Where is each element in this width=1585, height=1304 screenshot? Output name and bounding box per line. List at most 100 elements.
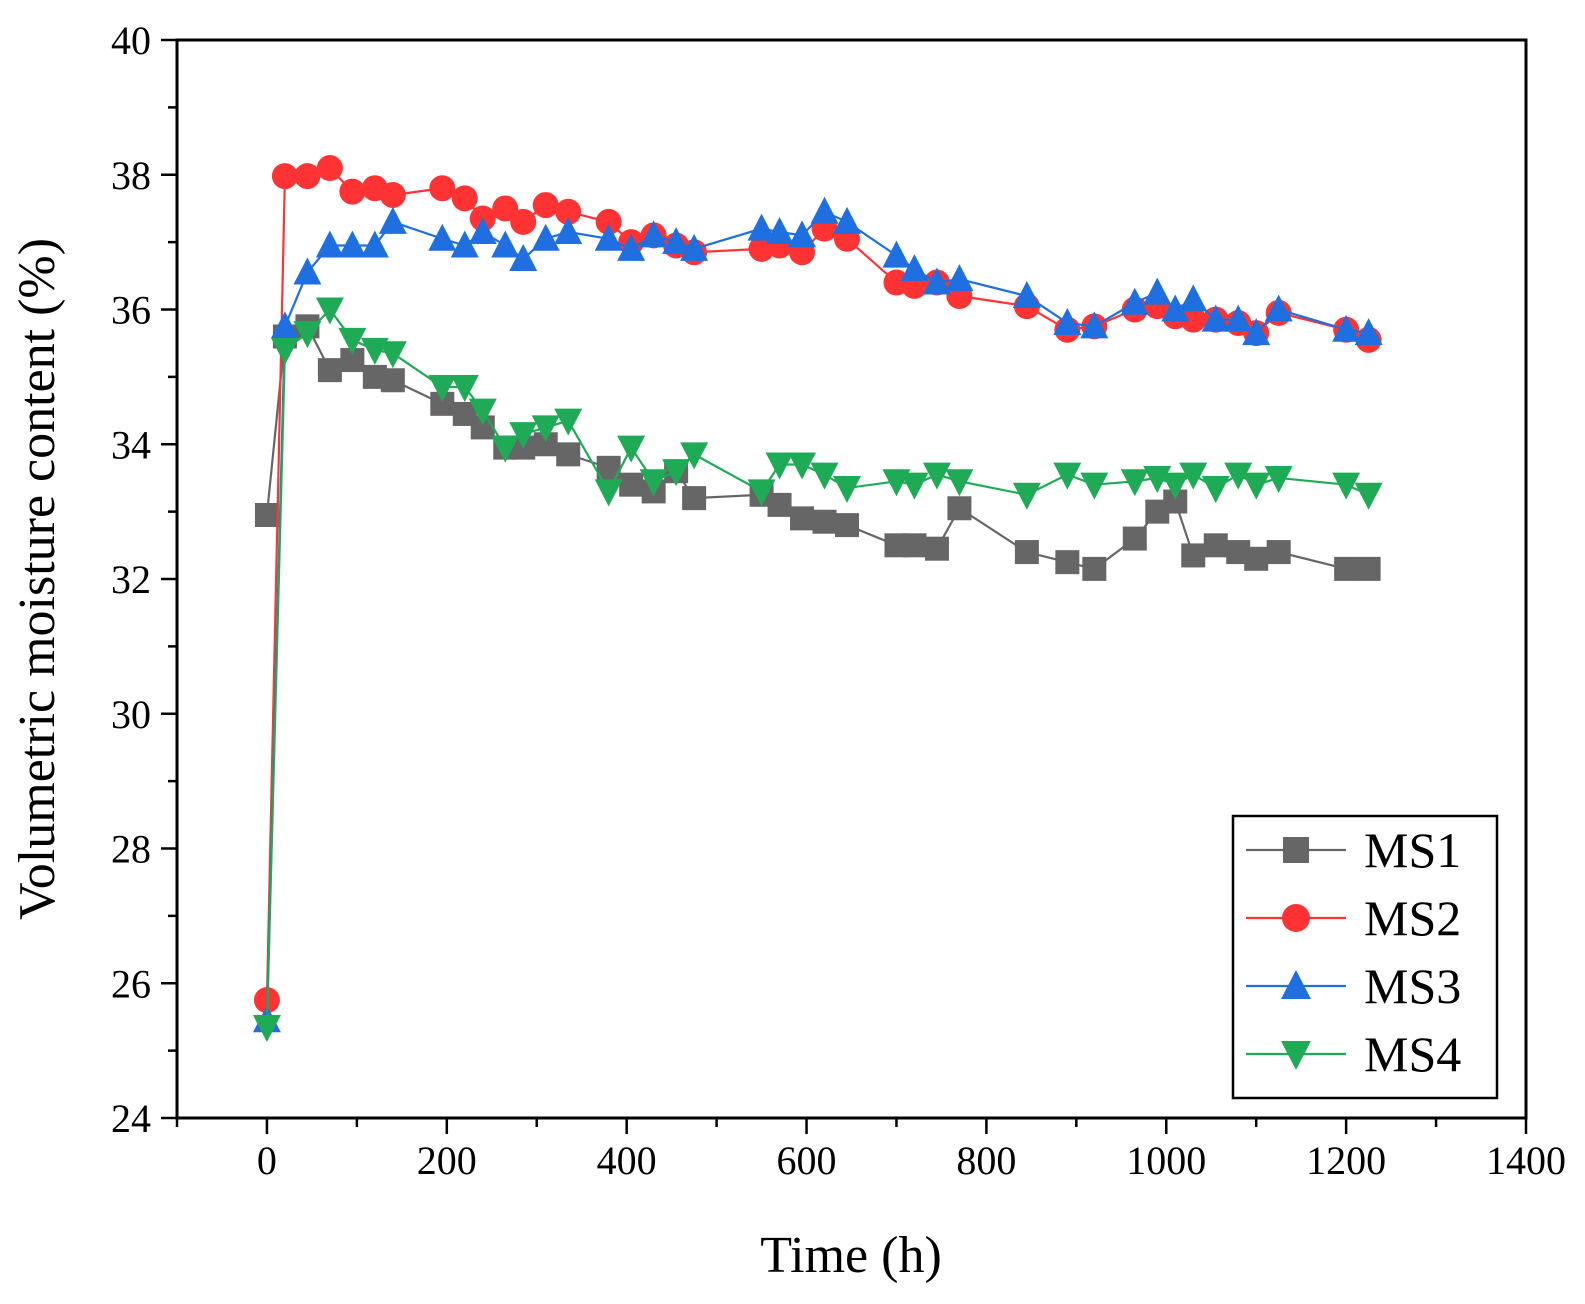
data-point	[639, 220, 668, 248]
data-point	[294, 163, 321, 190]
data-point	[1201, 304, 1230, 332]
data-point	[594, 223, 623, 251]
data-point	[1053, 462, 1082, 490]
data-point	[617, 233, 646, 261]
data-point	[1224, 304, 1253, 332]
data-point	[379, 181, 406, 208]
data-point	[902, 533, 927, 558]
data-point	[619, 472, 644, 497]
legend-box	[1231, 814, 1499, 1100]
data-point	[315, 297, 344, 325]
x-tick-label: 800	[956, 1138, 1016, 1183]
data-point	[639, 469, 668, 497]
data-point	[1179, 462, 1208, 490]
x-tick-label: 1200	[1306, 1138, 1386, 1183]
data-point	[1332, 472, 1361, 500]
data-point	[882, 240, 911, 268]
legend-label: MS4	[1364, 1026, 1461, 1082]
data-point	[900, 254, 929, 282]
data-point	[617, 435, 646, 463]
data-point	[1244, 546, 1269, 571]
legend-marker	[1283, 837, 1309, 863]
data-point	[270, 337, 299, 365]
data-point	[380, 368, 405, 393]
data-point	[428, 223, 457, 251]
y-tick-label: 30	[111, 692, 151, 737]
data-point	[1012, 281, 1041, 309]
data-point	[1082, 556, 1107, 581]
data-point	[812, 509, 837, 534]
legend-label: MS1	[1364, 822, 1461, 878]
legend-item-ms3: MS3	[1246, 958, 1461, 1014]
data-point	[1332, 314, 1361, 342]
data-point	[339, 178, 366, 205]
data-point	[317, 358, 342, 383]
data-point	[924, 536, 949, 561]
data-point	[788, 452, 817, 480]
data-point	[252, 1015, 281, 1043]
data-point	[271, 163, 298, 190]
data-point	[900, 472, 929, 500]
data-point	[315, 230, 344, 258]
data-point	[1161, 472, 1190, 500]
x-tick-label: 1000	[1126, 1138, 1206, 1183]
y-tick-label: 32	[111, 557, 151, 602]
axis-ticks: 0 200 400 600 800 1000 1200 1400 24 26 28 30 32 34 36 3…	[111, 18, 1566, 1183]
legend-item-ms2: MS2	[1246, 890, 1461, 946]
data-point	[1180, 306, 1207, 333]
data-point	[1224, 462, 1253, 490]
data-point	[922, 462, 951, 490]
legend-item-ms4: MS4	[1246, 1026, 1461, 1082]
data-point	[810, 196, 839, 224]
series-layer	[252, 155, 1383, 1043]
data-point	[554, 408, 583, 436]
data-point	[765, 217, 794, 245]
data-point	[810, 462, 839, 490]
data-point	[765, 452, 794, 480]
data-point	[450, 230, 479, 258]
series-ms4	[252, 297, 1383, 1043]
data-point	[451, 185, 478, 212]
data-point	[662, 227, 691, 255]
data-point	[1354, 318, 1383, 346]
y-tick-label: 38	[111, 153, 151, 198]
data-point	[554, 217, 583, 245]
data-point	[1179, 284, 1208, 312]
x-tick-label: 600	[777, 1138, 837, 1183]
data-point	[532, 192, 559, 219]
legend-marker	[1281, 970, 1311, 999]
data-point	[509, 422, 538, 450]
data-point	[1014, 540, 1039, 565]
legend: MS1 MS2 MS3 MS4	[1231, 814, 1499, 1100]
data-point	[682, 486, 707, 511]
data-point	[833, 206, 862, 234]
data-point	[680, 233, 709, 261]
data-point	[1354, 482, 1383, 510]
x-axis-title: Time (h)	[760, 1227, 942, 1284]
data-point	[316, 155, 343, 182]
data-point	[531, 223, 560, 251]
y-tick-label: 34	[111, 422, 151, 467]
legend-label: MS3	[1364, 958, 1461, 1014]
data-point	[1161, 294, 1190, 322]
y-tick-label: 26	[111, 961, 151, 1006]
data-point	[662, 459, 691, 487]
data-point	[790, 506, 815, 531]
data-point	[556, 442, 581, 467]
data-point	[1203, 533, 1228, 558]
data-point	[1181, 543, 1206, 568]
y-axis-title: Volumetric moisture content (%)	[9, 238, 66, 920]
data-point	[270, 311, 299, 339]
data-point	[360, 230, 389, 258]
data-point	[1080, 311, 1109, 339]
x-tick-label: 200	[417, 1138, 477, 1183]
legend-marker	[1282, 904, 1310, 932]
x-tick-label: 400	[597, 1138, 657, 1183]
data-point	[531, 415, 560, 443]
data-point	[555, 198, 582, 225]
data-point	[492, 195, 519, 222]
y-tick-label: 36	[111, 288, 151, 333]
data-point	[1264, 294, 1293, 322]
data-point	[293, 257, 322, 285]
